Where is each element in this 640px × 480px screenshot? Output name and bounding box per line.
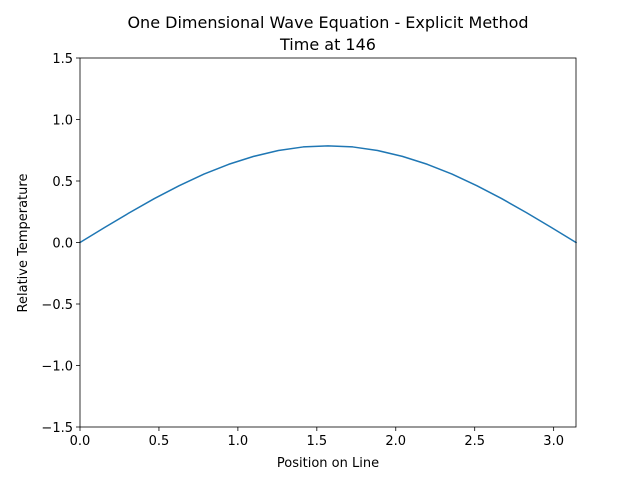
y-tick-label: −0.5 xyxy=(41,298,73,313)
x-tick-label: 1.0 xyxy=(228,434,249,449)
y-tick-label: −1.0 xyxy=(41,360,73,375)
plot-frame xyxy=(79,57,577,428)
y-tick-label: 0.0 xyxy=(52,237,73,252)
x-tick-label: 0.5 xyxy=(149,434,170,449)
plot-area: 0.0 0.5 1.0 1.5 2.0 2.5 3.0 −1.5 −1.0 −0.5 0.0 0.5 1… xyxy=(41,52,578,449)
y-tick-label: 1.0 xyxy=(52,114,73,129)
x-tick-label: 0.0 xyxy=(70,434,91,449)
x-tick-label: 2.5 xyxy=(464,434,485,449)
x-tick-label: 3.0 xyxy=(543,434,564,449)
chart-subtitle: Time at 146 xyxy=(279,35,376,54)
chart-title: One Dimensional Wave Equation - Explicit… xyxy=(127,13,528,32)
y-tick-label: 1.5 xyxy=(52,52,73,67)
y-axis-label: Relative Temperature xyxy=(16,174,31,313)
x-tick-label: 1.5 xyxy=(306,434,327,449)
series-line-0 xyxy=(78,145,578,244)
y-tick-label: −1.5 xyxy=(41,421,73,436)
y-tick-label: 0.5 xyxy=(52,175,73,190)
x-tick-label: 2.0 xyxy=(385,434,406,449)
x-axis-label: Position on Line xyxy=(277,456,379,471)
